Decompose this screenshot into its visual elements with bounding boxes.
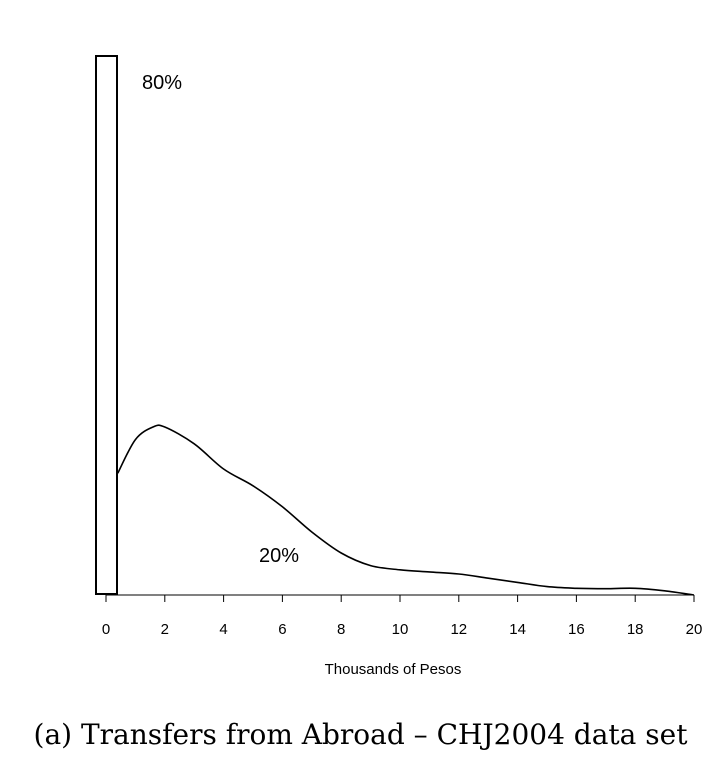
x-axis-ticks: 0 2 4 6 8 10 12 14 16 18 20: [102, 595, 703, 638]
x-tick-label: 2: [161, 621, 169, 638]
figure-caption: (a) Transfers from Abroad – CHJ2004 data…: [33, 718, 688, 751]
point-mass-label: 80%: [142, 72, 182, 94]
x-tick-label: 18: [627, 621, 644, 638]
density-curve: [117, 424, 695, 596]
x-axis-title: Thousands of Pesos: [325, 661, 462, 678]
x-tick-label: 8: [337, 621, 345, 638]
x-tick-label: 20: [686, 621, 703, 638]
x-tick-label: 0: [102, 621, 110, 638]
x-tick-label: 16: [568, 621, 585, 638]
x-tick-label: 10: [392, 621, 409, 638]
x-tick-label: 4: [219, 621, 227, 638]
x-tick-label: 12: [450, 621, 467, 638]
x-tick-label: 6: [278, 621, 286, 638]
x-tick-label: 14: [509, 621, 526, 638]
chart: 80% 20% 0 2 4 6 8 10 12 14 16 18 20 Thousands of P…: [95, 55, 703, 678]
density-share-label: 20%: [259, 545, 299, 567]
point-mass-bar: [95, 55, 118, 595]
